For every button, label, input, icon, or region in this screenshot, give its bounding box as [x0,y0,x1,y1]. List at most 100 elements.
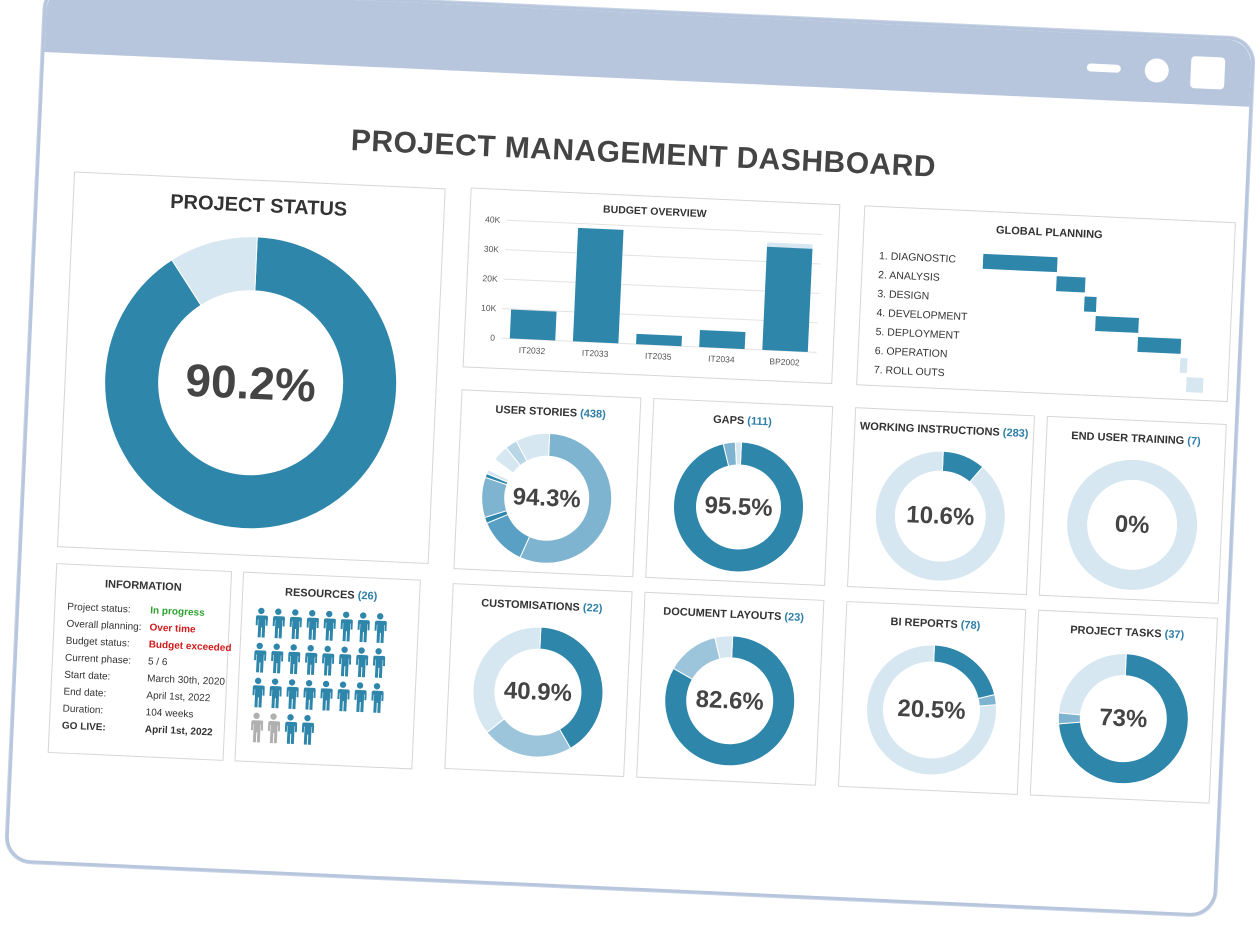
y-tick-label: 10K [481,303,497,314]
donut-slice [664,635,796,767]
gantt-bar [982,253,1058,273]
donut-center-label: 20.5% [897,695,966,725]
donut-slice [1058,653,1127,716]
donut-slice [1057,653,1189,785]
information-title: INFORMATION [104,578,182,594]
end-user-training-panel: END USER TRAINING (7) 0% [1038,415,1227,604]
person-icon [288,644,301,675]
donut-slice [874,450,1006,582]
person-icon [371,683,384,713]
person-icon [254,642,267,673]
donut-slice [486,718,572,758]
person-icon [337,681,350,712]
document-layouts-title: DOCUMENT LAYOUTS [663,605,782,624]
person-icon [372,648,386,678]
budget-title: BUDGET OVERVIEW [603,204,707,221]
person-icon [323,610,336,641]
person-icon [374,613,387,644]
gantt-bar [1179,357,1188,374]
person-icon [286,679,299,710]
info-label: GO LIVE: [61,720,107,734]
budget-bar [699,329,746,350]
budget-bar [636,333,682,347]
donut-slice [673,441,805,573]
project-tasks-panel: PROJECT TASKS (37) 73% [1029,609,1218,804]
user-stories-title: USER STORIES [495,403,578,420]
donut-center-label: 94.3% [512,483,581,513]
donut-slice [1067,459,1198,590]
resources-people [248,607,394,749]
person-icon [255,607,269,638]
x-tick-label: BP2002 [769,356,800,367]
gantt-chart [982,253,1204,393]
info-value: April 1st, 2022 [144,724,213,739]
x-tick-label: IT2032 [519,345,546,356]
bi-reports-donut: 20.5% [866,644,998,776]
person-icon [355,647,369,678]
donut-slice [933,644,996,700]
donut-slice [171,236,258,306]
donut-slice [714,635,734,660]
working-instructions-panel: WORKING INSTRUCTIONS (283) 10.6% [847,407,1035,596]
budget-bar [509,309,557,341]
person-icon [306,610,319,640]
document-layouts-panel: DOCUMENT LAYOUTS (23) 82.6% [636,591,825,786]
person-icon [289,609,302,640]
person-icon [271,643,284,674]
dashboard-content: PROJECT MANAGEMENT DASHBOARD PROJECT STA… [8,52,1249,914]
budget-bar [762,246,813,352]
person-inactive-icon [250,712,264,743]
person-icon [320,680,333,711]
donut-center-label: 0% [1114,511,1150,540]
window-frame: PROJECT MANAGEMENT DASHBOARD PROJECT STA… [4,0,1256,918]
end-user-training-donut: 0% [1067,459,1198,590]
resources-label: RESOURCES [284,586,355,602]
document-layouts-count: (23) [784,611,805,625]
person-inactive-icon [267,713,281,744]
donut-center-label: 73% [1099,704,1148,733]
project-status-donut: 90.2% [104,236,398,530]
person-icon [284,714,298,745]
bi-reports-panel: BI REPORTS (78) 20.5% [837,600,1027,795]
y-tick-label: 20K [482,273,498,284]
document-layouts-donut: 82.6% [664,635,796,767]
gantt-phase-label: 7. ROLL OUTS [873,363,945,380]
customisations-panel: CUSTOMISATIONS (22) 40.9% [444,583,633,778]
gantt-bar [1185,377,1204,393]
project-tasks-donut: 73% [1057,653,1189,785]
customisations-donut: 40.9% [472,626,604,758]
circle-icon[interactable] [1144,57,1170,84]
gridline [506,219,822,235]
y-tick-label: 0 [490,333,495,343]
project-tasks-title: PROJECT TASKS [1069,624,1162,641]
customisations-count: (22) [582,602,603,615]
user-stories-count: (438) [579,407,607,421]
gantt-bar [1137,336,1182,354]
person-icon [272,608,286,639]
information-table: Project status: In progress Overall planni… [58,598,238,742]
working-instructions-title: WORKING INSTRUCTIONS [859,420,1001,439]
end-user-training-count: (7) [1187,435,1202,448]
working-instructions-count: (283) [1002,426,1029,441]
y-tick-label: 40K [485,214,501,225]
x-tick-label: IT2033 [582,348,609,359]
x-tick-label: IT2034 [708,353,735,364]
donut-slice [104,236,398,530]
donut-slice [472,626,542,734]
gaps-donut: 95.5% [673,441,805,573]
global-planning-title: GLOBAL PLANNING [995,224,1103,242]
budget-chart: BUDGET OVERVIEW 0 10K 20K 30K 40K IT2032 IT2033… [481,204,822,368]
customisations-title: CUSTOMISATIONS [480,597,581,614]
resources-title: RESOURCES (26) [243,585,419,605]
person-icon [354,682,367,713]
resources-count: (26) [357,589,378,603]
donut-slice [734,441,742,466]
person-icon [301,714,315,745]
minimize-icon[interactable] [1086,63,1121,73]
gaps-count: (111) [747,415,773,429]
donut-slice [866,644,998,776]
maximize-icon[interactable] [1189,56,1226,90]
end-user-training-title: END USER TRAINING [1071,430,1185,448]
budget-bar [572,227,624,344]
donut-slice [515,432,551,462]
